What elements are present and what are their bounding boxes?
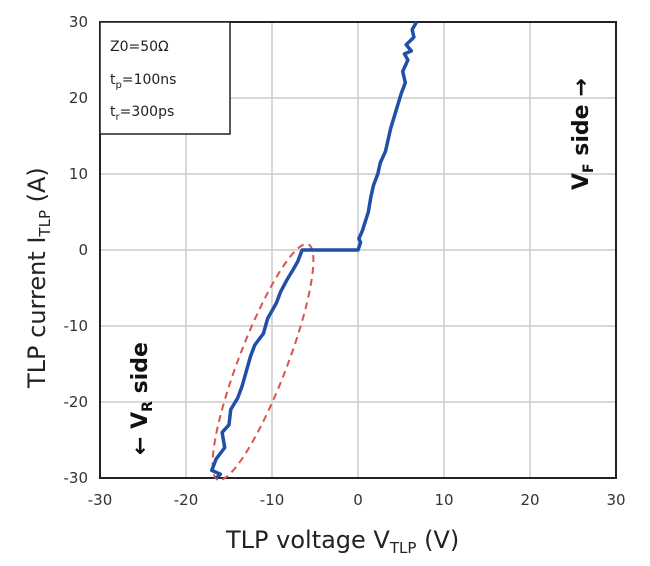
y-tick-label: 30 xyxy=(69,13,88,31)
legend-tp: tp=100ns xyxy=(110,72,176,91)
vr-side-label: ← VR side xyxy=(128,342,156,455)
y-tick-label: -10 xyxy=(64,317,89,335)
legend-z0: Z0=50Ω xyxy=(110,39,169,55)
legend-tr: tr=300ps xyxy=(110,104,174,123)
reverse-region-ellipse xyxy=(211,243,315,481)
y-tick-label: 10 xyxy=(69,165,88,183)
plot-frame xyxy=(99,21,617,479)
x-tick-label: 0 xyxy=(353,491,363,509)
y-tick-label: -20 xyxy=(64,393,89,411)
x-tick-label: 20 xyxy=(520,491,539,509)
x-tick-label: -10 xyxy=(260,491,285,509)
x-tick-label: -20 xyxy=(174,491,199,509)
x-tick-label: 10 xyxy=(434,491,453,509)
vf-side-label: VF side → xyxy=(569,78,597,190)
y-tick-label: -30 xyxy=(64,469,89,487)
y-axis-label: TLP current ITLP (A) xyxy=(23,167,54,389)
x-tick-label: 30 xyxy=(606,491,625,509)
y-tick-label: 20 xyxy=(69,89,88,107)
x-axis-label: TLP voltage VTLP (V) xyxy=(225,526,459,557)
legend-box: Z0=50Ω tp=100ns tr=300ps xyxy=(99,21,231,135)
x-tick-label: -30 xyxy=(88,491,113,509)
y-tick-label: 0 xyxy=(78,241,88,259)
iv-curve xyxy=(210,21,419,480)
